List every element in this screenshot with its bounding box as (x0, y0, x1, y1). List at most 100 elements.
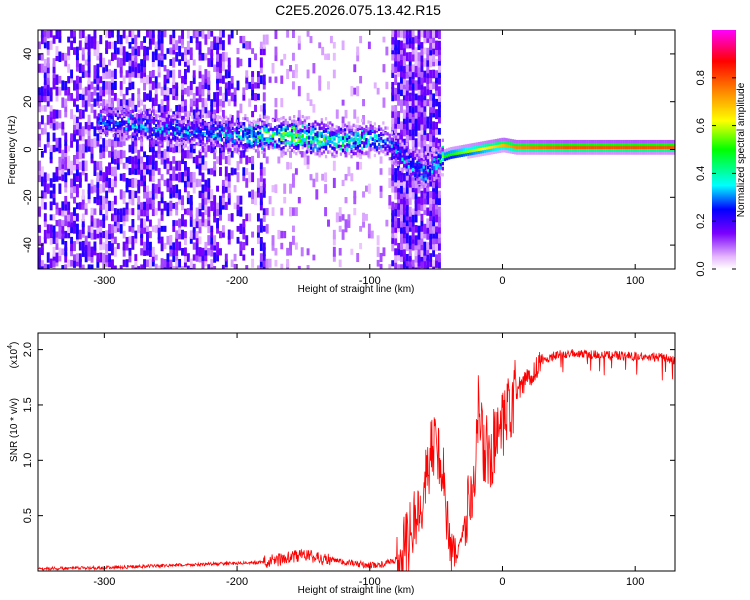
heatmap-cell (408, 64, 412, 72)
heatmap-cell (183, 105, 187, 112)
heatmap-cell (256, 139, 260, 143)
heatmap-cell (113, 92, 117, 101)
heatmap-cell (155, 140, 158, 145)
heatmap-cell (420, 87, 424, 95)
heatmap-cell (566, 142, 570, 147)
heatmap-cell (175, 40, 179, 51)
heatmap-cell (362, 191, 365, 198)
heatmap-cell (622, 151, 625, 155)
heatmap-cell (163, 53, 167, 60)
heatmap-cell (108, 138, 111, 147)
heatmap-cell (169, 118, 173, 122)
heatmap-cell (356, 124, 360, 128)
heatmap-cell (268, 196, 272, 205)
heatmap-cell (119, 212, 123, 223)
heatmap-cell (656, 142, 659, 147)
heatmap-cell (142, 114, 145, 119)
heatmap-cell (318, 134, 321, 138)
heatmap-cell (172, 191, 176, 198)
heatmap-cell (411, 259, 415, 267)
heatmap-cell (408, 242, 412, 250)
heatmap-cell (181, 171, 184, 183)
heatmap-cell (127, 113, 130, 118)
heatmap-cell (227, 120, 231, 131)
heatmap-cell (157, 149, 161, 160)
heatmap-cell (99, 160, 103, 171)
heatmap-cell (127, 126, 130, 130)
heatmap-cell (181, 149, 184, 160)
heatmap-cell (286, 259, 290, 268)
heatmap-cell (341, 141, 345, 146)
heatmap-cell (237, 145, 241, 150)
heatmap-cell (84, 203, 88, 209)
heatmap-cell (140, 231, 144, 239)
heatmap-cell (382, 247, 386, 257)
heatmap-cell (163, 65, 167, 72)
heatmap-cell (628, 139, 631, 144)
heatmap-cell (137, 88, 141, 95)
bottom-y-ticks: 0.51.01.52.0 (22, 342, 675, 523)
heatmap-cell (437, 86, 441, 97)
heatmap-cell (121, 110, 124, 115)
heatmap-cell (43, 74, 47, 85)
heatmap-cell (252, 139, 255, 144)
heatmap-cell (579, 142, 582, 147)
heatmap-cell (169, 144, 173, 148)
heatmap-cell (87, 75, 91, 85)
heatmap-cell (46, 80, 50, 91)
heatmap-cell (151, 57, 155, 68)
heatmap-cell (414, 47, 418, 55)
heatmap-cell (288, 116, 292, 120)
heatmap-cell (292, 173, 295, 182)
heatmap-cell (78, 93, 82, 101)
heatmap-cell (131, 46, 135, 56)
heatmap-cell (411, 168, 415, 172)
heatmap-cell (426, 155, 430, 160)
heatmap-cell (131, 116, 134, 121)
heatmap-cell (437, 91, 441, 102)
heatmap-cell (49, 156, 53, 164)
heatmap-cell (405, 237, 409, 244)
heatmap-cell (528, 148, 532, 152)
heatmap-cell (125, 87, 129, 96)
heatmap-cell (391, 63, 395, 73)
heatmap-cell (216, 47, 220, 55)
heatmap-cell (70, 30, 74, 39)
heatmap-cell (437, 110, 441, 118)
heatmap-cell (367, 131, 370, 136)
heatmap-cell (221, 231, 225, 238)
heatmap-cell (181, 30, 184, 39)
heatmap-cell (262, 247, 266, 257)
heatmap-cell (166, 259, 170, 267)
heatmap-cell (417, 30, 421, 39)
heatmap-cell (397, 177, 401, 189)
heatmap-cell (365, 141, 368, 145)
heatmap-cell (301, 124, 304, 128)
heatmap-cell (195, 253, 199, 262)
heatmap-cell (134, 144, 138, 153)
heatmap-cell (248, 213, 252, 222)
heatmap-cell (81, 47, 85, 55)
heatmap-cell (327, 136, 330, 140)
heatmap-cell (420, 195, 424, 205)
heatmap-cell (297, 138, 300, 143)
heatmap-cell (344, 138, 347, 143)
heatmap-cell (52, 109, 56, 119)
heatmap-cell (429, 207, 433, 217)
heatmap-cell (433, 154, 436, 159)
heatmap-cell (417, 99, 421, 106)
colorbar-tick-label: 0.6 (695, 118, 707, 133)
heatmap-cell (58, 30, 62, 38)
heatmap-cell (172, 166, 176, 177)
heatmap-cell (248, 171, 252, 183)
heatmap-cell (198, 69, 202, 79)
heatmap-cell (397, 142, 400, 146)
heatmap-cell (193, 129, 196, 134)
heatmap-cell (423, 98, 427, 107)
heatmap-cell (175, 265, 179, 269)
heatmap-cell (204, 151, 208, 158)
heatmap-cell (490, 148, 493, 152)
heatmap-cell (426, 47, 430, 55)
heatmap-cell (155, 109, 158, 114)
heatmap-cell (140, 123, 143, 128)
